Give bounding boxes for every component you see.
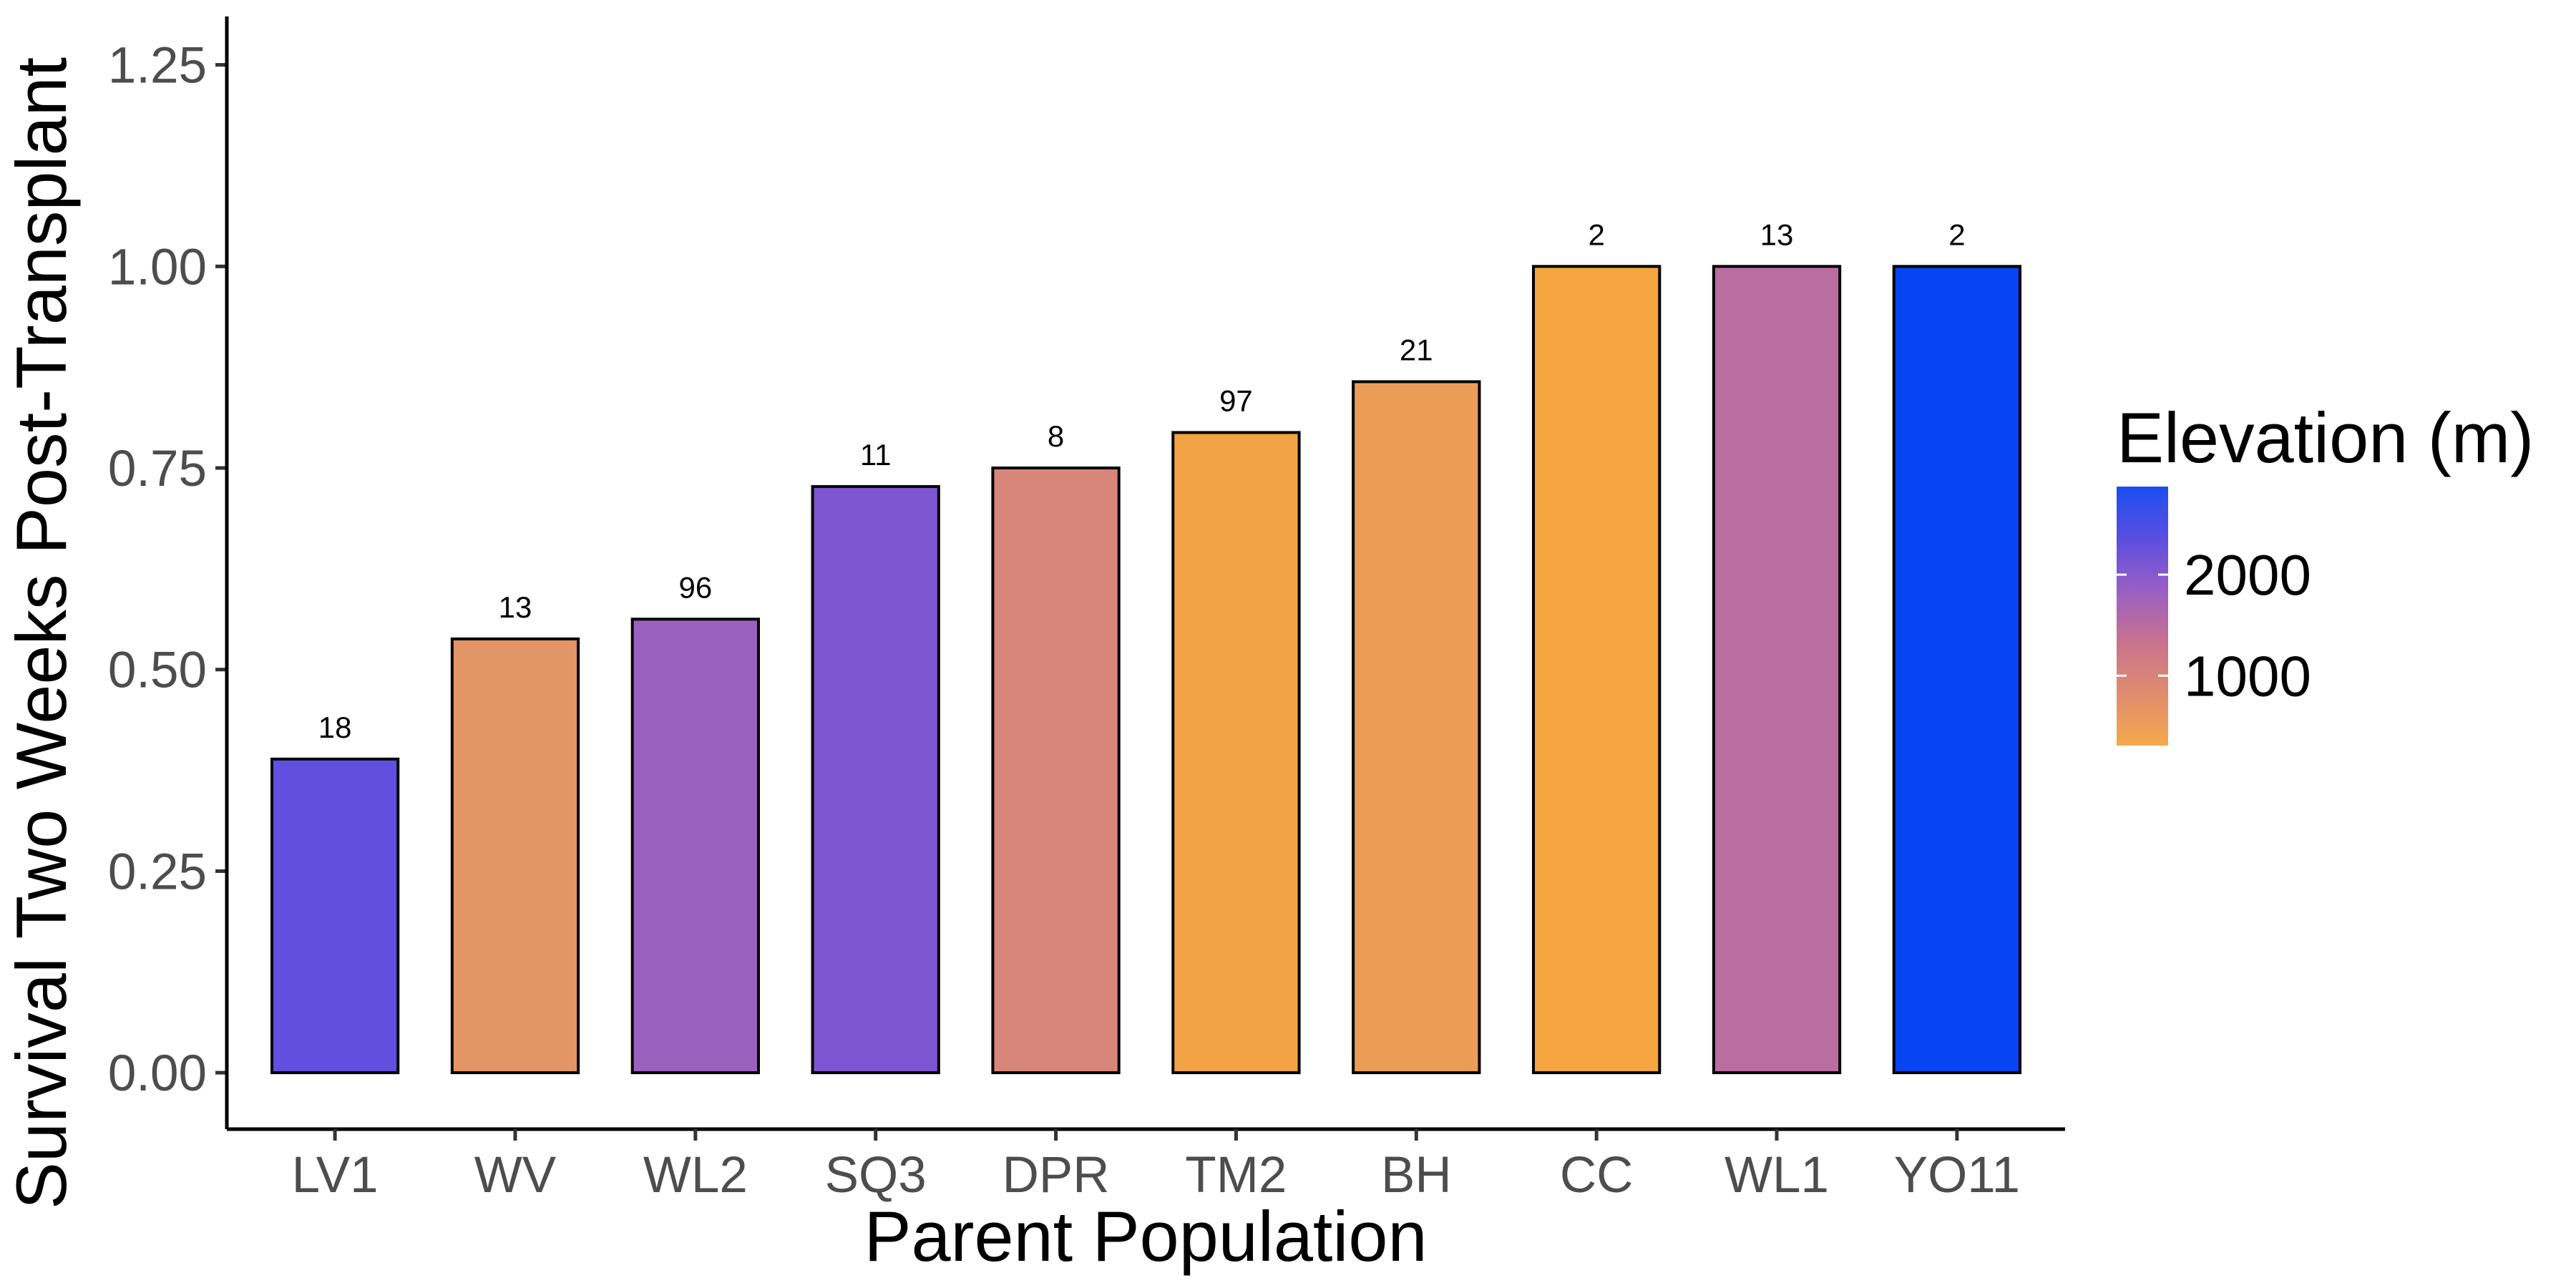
bar <box>450 637 580 1075</box>
x-tick-label: WL1 <box>1724 1147 1829 1204</box>
bar <box>991 467 1121 1075</box>
legend: Elevation (m) 2000 1000 <box>2117 398 2534 746</box>
x-tick-label: BH <box>1381 1147 1452 1204</box>
bar-value-label: 13 <box>1760 218 1794 251</box>
y-axis-title: Survival Two Weeks Post-Transplant <box>1 57 81 1209</box>
bar-value-label: 13 <box>499 590 532 624</box>
bar <box>1352 380 1481 1075</box>
bar <box>1892 265 2022 1075</box>
x-axis-title: Parent Population <box>864 1196 1427 1276</box>
x-tick-label: WV <box>474 1147 557 1204</box>
y-tick-label: 0.25 <box>108 844 207 900</box>
bar-value-label: 2 <box>1948 218 1965 251</box>
bar-value-label: 18 <box>318 711 352 744</box>
bar-value-label: 8 <box>1048 419 1064 453</box>
x-tick-label: WL2 <box>643 1147 748 1204</box>
legend-tick-label: 1000 <box>2184 644 2311 708</box>
x-tick-label: TM2 <box>1185 1147 1287 1204</box>
y-tick-label: 1.25 <box>108 38 207 94</box>
bar-value-label: 2 <box>1588 218 1604 251</box>
x-tick-label: CC <box>1560 1147 1634 1204</box>
bar <box>811 484 940 1075</box>
y-tick-label: 0.75 <box>108 441 207 497</box>
bar <box>1532 265 1662 1075</box>
bar-value-label: 97 <box>1219 384 1253 417</box>
x-tick-label: LV1 <box>292 1147 379 1204</box>
bar-value-label: 11 <box>860 438 892 472</box>
bar <box>270 757 400 1075</box>
legend-colorbar <box>2117 487 2168 746</box>
y-tick-label: 0.00 <box>108 1045 207 1102</box>
bar <box>1171 431 1301 1075</box>
x-tick-label: DPR <box>1002 1147 1110 1204</box>
x-tick-label: SQ3 <box>825 1147 927 1204</box>
legend-tick-label: 2000 <box>2184 543 2311 607</box>
bar <box>1712 265 1842 1075</box>
bar-value-label: 21 <box>1400 333 1433 366</box>
y-tick-label: 0.50 <box>108 643 207 699</box>
bar <box>630 618 760 1075</box>
bar-value-label: 96 <box>678 570 712 604</box>
x-tick-label: YO11 <box>1894 1147 2020 1204</box>
y-tick-label: 1.00 <box>108 239 207 296</box>
legend-title: Elevation (m) <box>2117 398 2534 477</box>
